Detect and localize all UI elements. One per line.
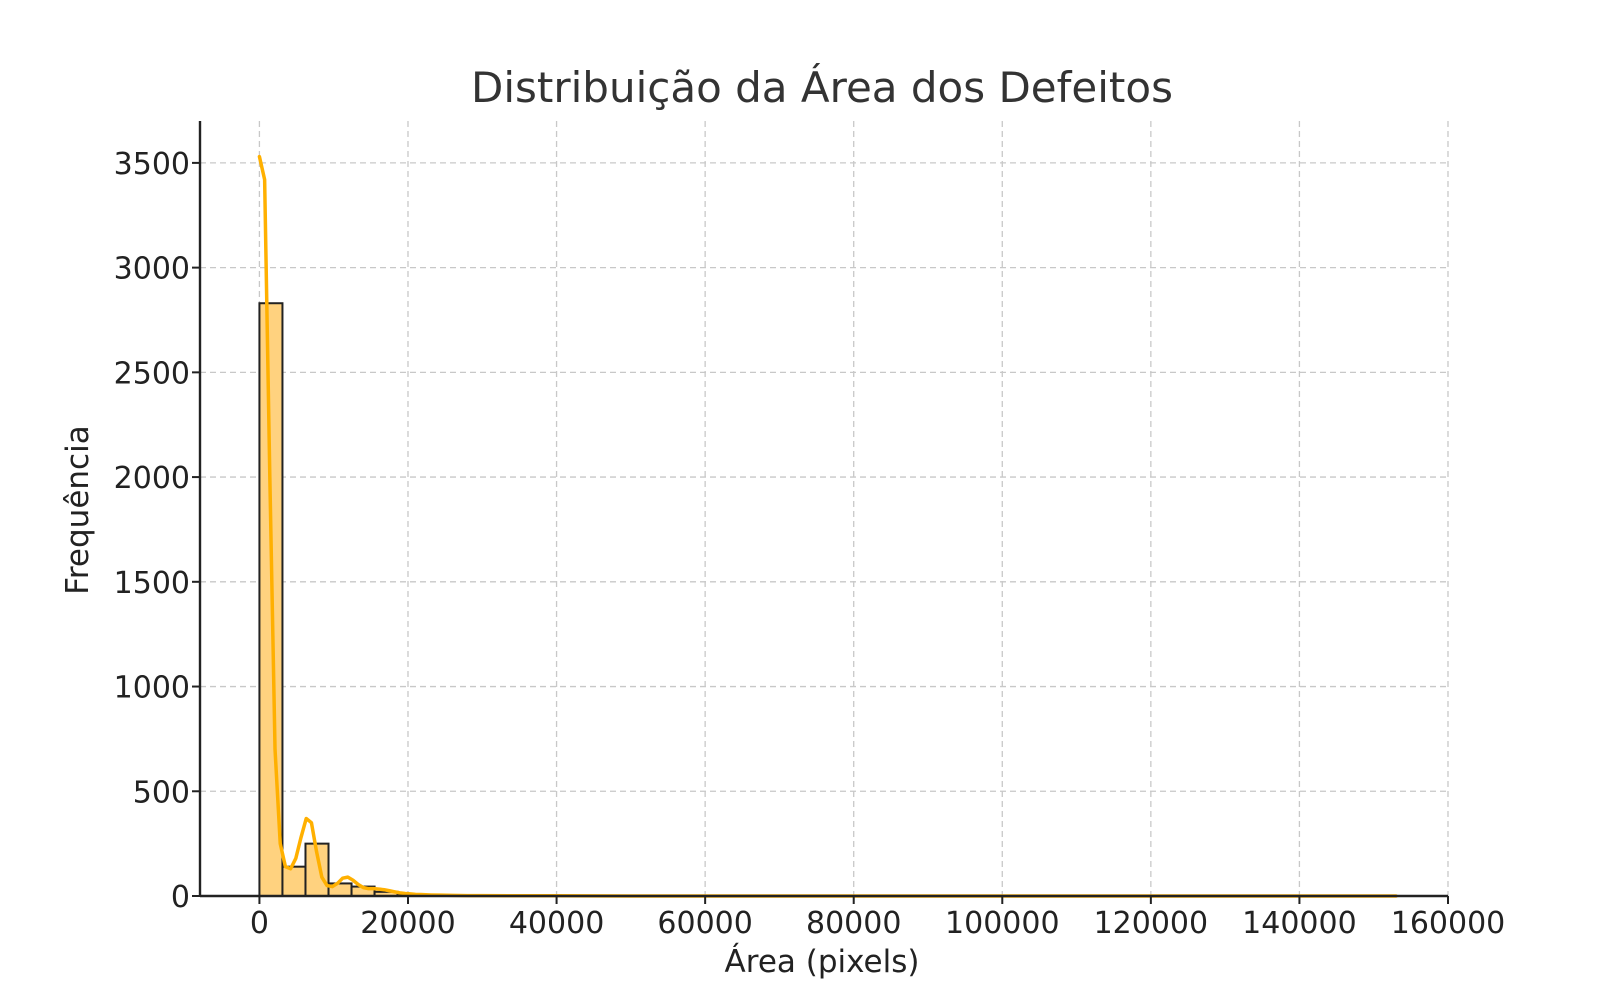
ticks-layer: 0 20000 40000 60000 80000 100000 120000 140000 1… — [114, 147, 1506, 941]
x-tick-label-1: 20000 — [360, 906, 455, 941]
y-tick-label-3: 1500 — [114, 566, 190, 601]
y-tick-label-4: 2000 — [114, 461, 190, 496]
y-tick-label-0: 0 — [171, 880, 190, 915]
y-tick-label-6: 3000 — [114, 252, 190, 287]
x-axis-label: Área (pixels) — [725, 944, 920, 980]
histogram-bars — [258, 302, 491, 898]
chart-title: Distribuição da Área dos Defeitos — [471, 62, 1173, 112]
x-tick-label-3: 60000 — [657, 906, 752, 941]
axes-layer — [198, 121, 1448, 898]
x-tick-label-4: 80000 — [806, 906, 901, 941]
grid-layer — [200, 121, 1449, 897]
histogram-bar-1 — [281, 865, 307, 897]
x-tick-label-7: 140000 — [1242, 906, 1357, 941]
x-tick-label-6: 120000 — [1094, 906, 1209, 941]
y-tick-label-1: 500 — [133, 775, 190, 810]
x-tick-label-5: 100000 — [945, 906, 1060, 941]
y-tick-label-5: 2500 — [114, 356, 190, 391]
y-tick-label-2: 1000 — [114, 671, 190, 706]
x-tick-label-8: 160000 — [1391, 906, 1506, 941]
x-tick-label-0: 0 — [250, 906, 269, 941]
x-tick-label-2: 40000 — [509, 906, 604, 941]
y-axis-label: Frequência — [60, 425, 96, 594]
y-tick-label-7: 3500 — [114, 147, 190, 182]
